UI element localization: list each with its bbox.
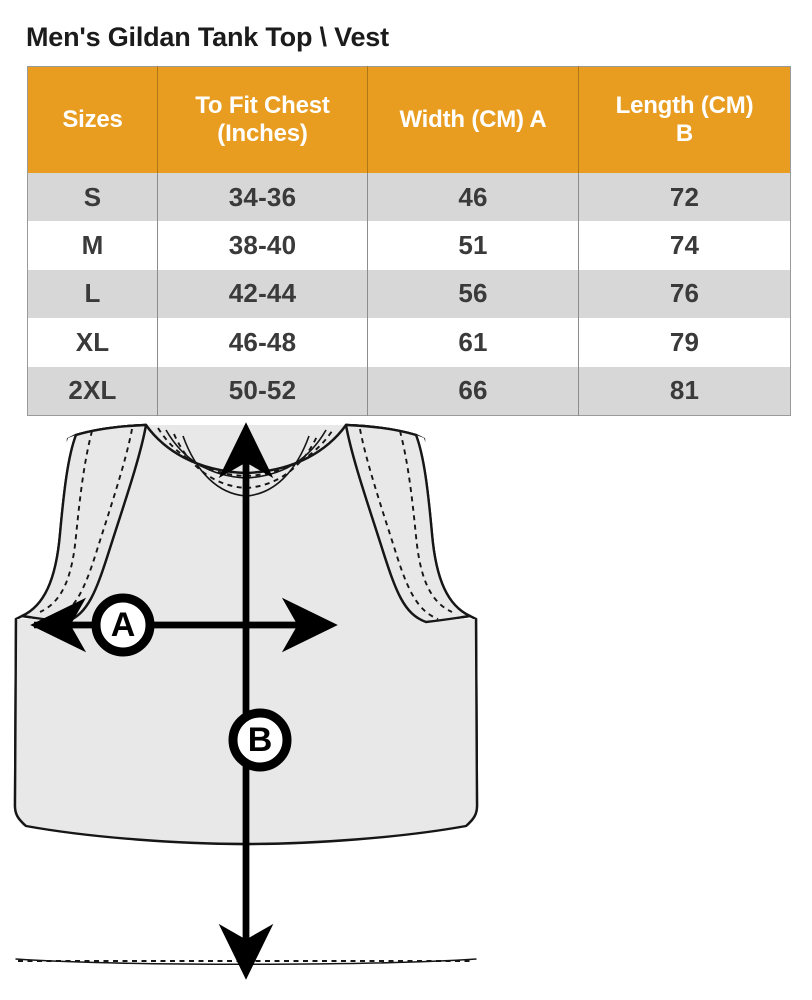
cell-length: 81	[578, 366, 791, 416]
marker-badge-a: A	[91, 593, 155, 657]
table-row: XL 46-48 61 79	[27, 318, 791, 367]
marker-b-circle	[228, 708, 292, 772]
cell-length: 72	[578, 173, 791, 222]
header-line-2: (Inches)	[217, 120, 308, 147]
table-row: 2XL 50-52 66 81	[27, 366, 791, 416]
stitch-armhole-left	[53, 428, 133, 620]
page-title: Men's Gildan Tank Top \ Vest	[26, 22, 389, 52]
cell-size: 2XL	[27, 366, 158, 416]
table-row: M 38-40 51 74	[27, 221, 791, 270]
cell-width: 66	[367, 366, 579, 416]
marker-a-label: A	[111, 606, 136, 644]
table-header: Sizes To Fit Chest (Inches) Width (CM) A…	[27, 66, 791, 173]
cell-width: 46	[367, 173, 579, 222]
column-header-width: Width (CM) A	[367, 66, 579, 173]
column-header-chest: To Fit Chest (Inches)	[157, 66, 368, 173]
cell-chest: 42-44	[157, 269, 368, 319]
size-table-container: Sizes To Fit Chest (Inches) Width (CM) A…	[27, 66, 791, 416]
header-line-1: Sizes	[62, 106, 123, 134]
cell-width: 56	[367, 269, 579, 319]
cell-chest: 46-48	[157, 318, 368, 367]
marker-b-label: B	[248, 721, 273, 759]
cell-size: L	[27, 269, 158, 319]
stitch-strap-right-outer	[399, 430, 453, 613]
marker-badge-b: B	[228, 708, 292, 772]
header-row: Sizes To Fit Chest (Inches) Width (CM) A…	[27, 66, 791, 173]
column-header-length: Length (CM) B	[578, 66, 791, 173]
cell-length: 76	[578, 269, 791, 319]
table-body: S 34-36 46 72 M 38-40 51 74 L 42-44 56 7…	[27, 173, 791, 416]
header-line-1: Width (CM) A	[399, 106, 547, 134]
cell-chest: 34-36	[157, 173, 368, 222]
stitch-neckline-outer	[157, 427, 335, 477]
cell-size: XL	[27, 318, 158, 367]
tank-top-diagram: A B	[0, 414, 812, 1000]
header-line-2: B	[675, 120, 694, 147]
cell-chest: 50-52	[157, 366, 368, 416]
header-line-1: Length (CM)	[615, 92, 754, 120]
size-chart-table: Sizes To Fit Chest (Inches) Width (CM) A…	[27, 66, 791, 416]
cell-size: S	[27, 173, 158, 222]
cell-chest: 38-40	[157, 221, 368, 270]
marker-a-circle	[91, 593, 155, 657]
column-header-sizes: Sizes	[27, 66, 158, 173]
stitch-armhole-right	[359, 428, 439, 620]
cell-size: M	[27, 221, 158, 270]
header-line-1: To Fit Chest	[195, 92, 330, 120]
stitch-neckline-inner	[173, 433, 319, 489]
table-row: S 34-36 46 72	[27, 173, 791, 222]
table-row: L 42-44 56 76	[27, 269, 791, 319]
cell-width: 61	[367, 318, 579, 367]
cell-length: 74	[578, 221, 791, 270]
cell-width: 51	[367, 221, 579, 270]
cell-length: 79	[578, 318, 791, 367]
